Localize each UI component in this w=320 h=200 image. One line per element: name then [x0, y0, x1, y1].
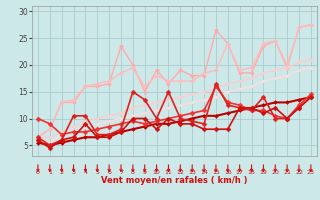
- X-axis label: Vent moyen/en rafales ( km/h ): Vent moyen/en rafales ( km/h ): [101, 176, 248, 185]
